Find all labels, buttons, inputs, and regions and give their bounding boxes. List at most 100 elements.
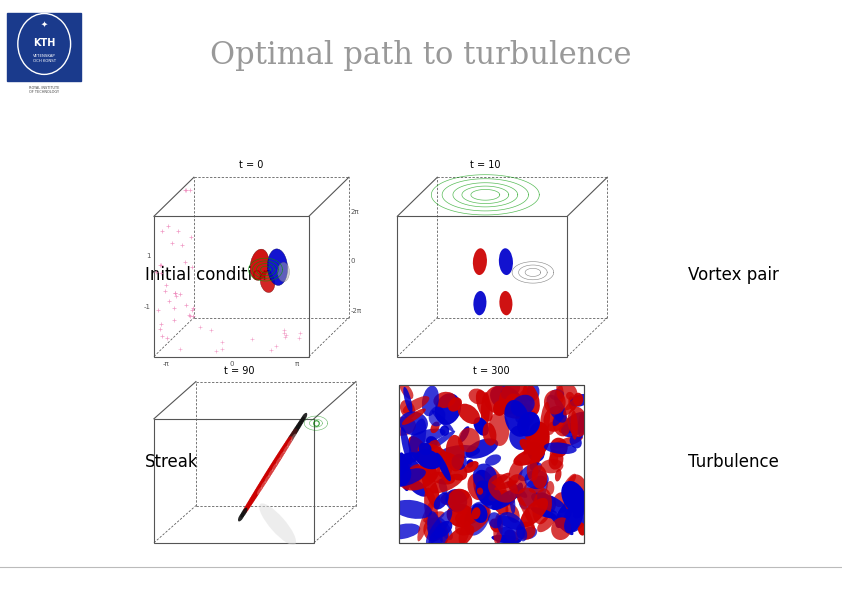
Ellipse shape — [504, 400, 530, 437]
Ellipse shape — [408, 479, 429, 497]
Text: Vortex pair: Vortex pair — [688, 266, 779, 284]
Text: -1: -1 — [144, 305, 151, 311]
Text: t = 10: t = 10 — [470, 160, 500, 170]
Ellipse shape — [537, 515, 555, 532]
Ellipse shape — [540, 402, 550, 440]
Ellipse shape — [482, 422, 497, 446]
Ellipse shape — [529, 486, 545, 493]
Ellipse shape — [473, 291, 487, 315]
Ellipse shape — [459, 521, 470, 544]
Ellipse shape — [301, 413, 307, 422]
Ellipse shape — [466, 439, 498, 459]
Ellipse shape — [517, 493, 535, 529]
Ellipse shape — [504, 530, 519, 542]
Ellipse shape — [522, 527, 537, 539]
Text: VETENSKAP
OCH KONST: VETENSKAP OCH KONST — [33, 54, 56, 63]
Text: ROYAL INSTITUTE
OF TECHNOLOGY: ROYAL INSTITUTE OF TECHNOLOGY — [29, 86, 60, 95]
Ellipse shape — [553, 492, 568, 507]
Ellipse shape — [257, 487, 262, 495]
Ellipse shape — [248, 494, 256, 506]
Ellipse shape — [402, 408, 426, 425]
Ellipse shape — [527, 460, 538, 481]
Ellipse shape — [552, 408, 566, 426]
Ellipse shape — [562, 474, 576, 491]
Ellipse shape — [460, 426, 470, 442]
Ellipse shape — [426, 510, 452, 545]
Text: -π: -π — [163, 361, 170, 368]
Ellipse shape — [265, 465, 274, 478]
Ellipse shape — [527, 442, 545, 462]
Ellipse shape — [562, 500, 590, 533]
Ellipse shape — [555, 469, 562, 481]
Ellipse shape — [566, 392, 574, 400]
Ellipse shape — [418, 461, 436, 477]
Ellipse shape — [400, 400, 415, 418]
Ellipse shape — [455, 509, 479, 525]
Ellipse shape — [424, 488, 438, 531]
Ellipse shape — [292, 424, 300, 436]
Ellipse shape — [501, 383, 520, 399]
Ellipse shape — [476, 390, 493, 421]
Ellipse shape — [550, 389, 564, 400]
Ellipse shape — [515, 412, 527, 422]
Ellipse shape — [268, 249, 288, 286]
Ellipse shape — [418, 501, 433, 541]
Ellipse shape — [578, 412, 585, 439]
Text: Streak: Streak — [145, 453, 199, 471]
Ellipse shape — [525, 384, 540, 402]
Text: -2π: -2π — [351, 308, 362, 314]
Ellipse shape — [566, 474, 588, 512]
Ellipse shape — [488, 472, 510, 489]
Ellipse shape — [546, 508, 573, 535]
Ellipse shape — [440, 445, 480, 459]
Ellipse shape — [451, 454, 466, 470]
Ellipse shape — [389, 416, 416, 436]
Ellipse shape — [518, 462, 542, 481]
Ellipse shape — [570, 435, 582, 449]
Ellipse shape — [448, 397, 462, 412]
Ellipse shape — [554, 383, 578, 411]
Ellipse shape — [469, 389, 487, 405]
Ellipse shape — [532, 488, 552, 524]
Ellipse shape — [549, 451, 563, 469]
Ellipse shape — [573, 503, 586, 519]
Ellipse shape — [393, 500, 432, 519]
Text: 0: 0 — [351, 258, 355, 264]
Ellipse shape — [445, 435, 465, 471]
Ellipse shape — [493, 512, 503, 545]
Ellipse shape — [541, 459, 563, 473]
Ellipse shape — [427, 511, 443, 551]
Ellipse shape — [409, 418, 426, 462]
Ellipse shape — [571, 411, 578, 440]
Ellipse shape — [424, 431, 456, 453]
Ellipse shape — [426, 436, 438, 447]
Ellipse shape — [276, 448, 285, 461]
Ellipse shape — [466, 459, 473, 468]
Ellipse shape — [503, 403, 533, 413]
Ellipse shape — [440, 490, 470, 506]
Ellipse shape — [517, 487, 537, 507]
Text: KTH: KTH — [33, 38, 56, 48]
Ellipse shape — [525, 470, 549, 489]
Ellipse shape — [425, 519, 442, 529]
Ellipse shape — [422, 386, 439, 416]
Ellipse shape — [464, 502, 489, 536]
Ellipse shape — [485, 455, 501, 466]
Ellipse shape — [429, 528, 448, 552]
Ellipse shape — [445, 489, 467, 512]
Ellipse shape — [543, 406, 567, 432]
Text: t = 300: t = 300 — [473, 366, 510, 376]
Ellipse shape — [281, 440, 290, 453]
Ellipse shape — [399, 411, 428, 435]
Ellipse shape — [490, 518, 501, 533]
Ellipse shape — [536, 492, 550, 508]
Ellipse shape — [501, 402, 532, 419]
Text: Initial condition: Initial condition — [145, 266, 273, 284]
Ellipse shape — [570, 394, 590, 407]
Ellipse shape — [278, 262, 290, 282]
Text: ✦: ✦ — [40, 19, 48, 28]
Ellipse shape — [530, 507, 557, 519]
Ellipse shape — [264, 475, 269, 483]
Ellipse shape — [434, 493, 449, 509]
Ellipse shape — [562, 481, 587, 514]
